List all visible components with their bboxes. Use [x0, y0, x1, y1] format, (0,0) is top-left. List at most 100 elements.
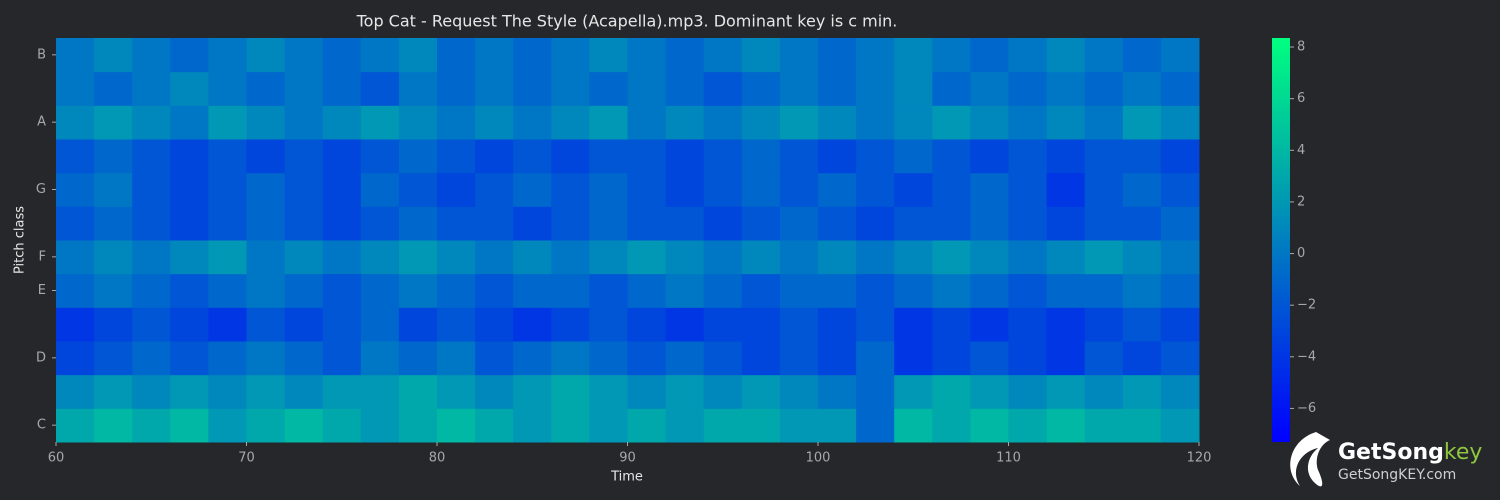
colorbar-tick-label: −6 — [1297, 401, 1316, 416]
cell — [132, 374, 171, 409]
cell — [322, 408, 362, 443]
cell — [208, 139, 247, 174]
cell — [284, 273, 324, 308]
cell — [627, 240, 667, 275]
cell — [551, 273, 590, 308]
cell — [589, 273, 628, 308]
cell — [56, 374, 95, 409]
cell — [627, 408, 667, 443]
cell — [322, 374, 362, 409]
cell — [1008, 172, 1048, 207]
cell — [437, 307, 476, 342]
cell — [703, 374, 743, 409]
cell — [284, 139, 324, 174]
cell — [132, 408, 171, 443]
cell — [856, 38, 895, 73]
cell — [246, 71, 286, 106]
cell — [475, 139, 514, 174]
cell — [589, 374, 628, 409]
colorbar-tick-label: 8 — [1297, 40, 1305, 55]
cell — [970, 341, 1009, 376]
cell — [208, 374, 247, 409]
cell — [1084, 341, 1124, 376]
cell — [398, 273, 438, 308]
cell — [360, 206, 400, 241]
brand-accent: key — [1444, 440, 1483, 465]
cell — [779, 341, 819, 376]
cell — [1008, 374, 1048, 409]
cell — [170, 341, 209, 376]
cell — [627, 307, 667, 342]
cell — [246, 341, 286, 376]
cell — [589, 172, 628, 207]
cell — [1046, 139, 1086, 174]
cell — [170, 139, 209, 174]
colorbar-tick-label: −4 — [1297, 349, 1316, 364]
cell — [894, 105, 933, 140]
cell — [322, 172, 362, 207]
cell — [779, 206, 819, 241]
cell — [932, 408, 971, 443]
cell — [246, 273, 286, 308]
cell — [627, 172, 667, 207]
cell — [551, 341, 590, 376]
y-tick-label: D — [36, 350, 46, 365]
cell — [208, 408, 247, 443]
cell — [741, 341, 781, 376]
cell — [551, 408, 590, 443]
cell — [360, 307, 400, 342]
cell — [513, 71, 552, 106]
cell — [1008, 273, 1048, 308]
cell — [627, 38, 667, 73]
cell — [322, 307, 362, 342]
cell — [208, 105, 247, 140]
cell — [437, 38, 476, 73]
cell — [94, 71, 133, 106]
cell — [1122, 374, 1162, 409]
cell — [932, 139, 971, 174]
cell — [475, 105, 514, 140]
cell — [1084, 38, 1124, 73]
cell — [665, 139, 705, 174]
cell — [94, 341, 133, 376]
logo — [1290, 432, 1330, 487]
cell — [932, 307, 971, 342]
cell — [932, 341, 971, 376]
cell — [56, 71, 95, 106]
cell — [398, 38, 438, 73]
cell — [1008, 240, 1048, 275]
cell — [818, 38, 857, 73]
cell — [132, 206, 171, 241]
cell — [1046, 38, 1086, 73]
cell — [1084, 408, 1124, 443]
cell — [665, 273, 705, 308]
cell — [208, 172, 247, 207]
cell — [1084, 172, 1124, 207]
cell — [170, 307, 209, 342]
cell — [56, 172, 95, 207]
cell — [894, 273, 933, 308]
cell — [703, 206, 743, 241]
cell — [208, 71, 247, 106]
cell — [360, 71, 400, 106]
cell — [703, 38, 743, 73]
cell — [1084, 105, 1124, 140]
cell — [56, 408, 95, 443]
cell — [627, 374, 667, 409]
cell — [856, 206, 895, 241]
cell — [322, 240, 362, 275]
cell — [360, 341, 400, 376]
cell — [1160, 307, 1200, 342]
cell — [1160, 38, 1200, 73]
cell — [627, 273, 667, 308]
cell — [1122, 206, 1162, 241]
cell — [475, 374, 514, 409]
cell — [1046, 105, 1086, 140]
cell — [551, 105, 590, 140]
cell — [398, 139, 438, 174]
heatmap-cells — [56, 38, 1200, 443]
x-tick-label: 110 — [996, 451, 1021, 466]
cell — [741, 206, 781, 241]
cell — [856, 139, 895, 174]
cell — [360, 374, 400, 409]
